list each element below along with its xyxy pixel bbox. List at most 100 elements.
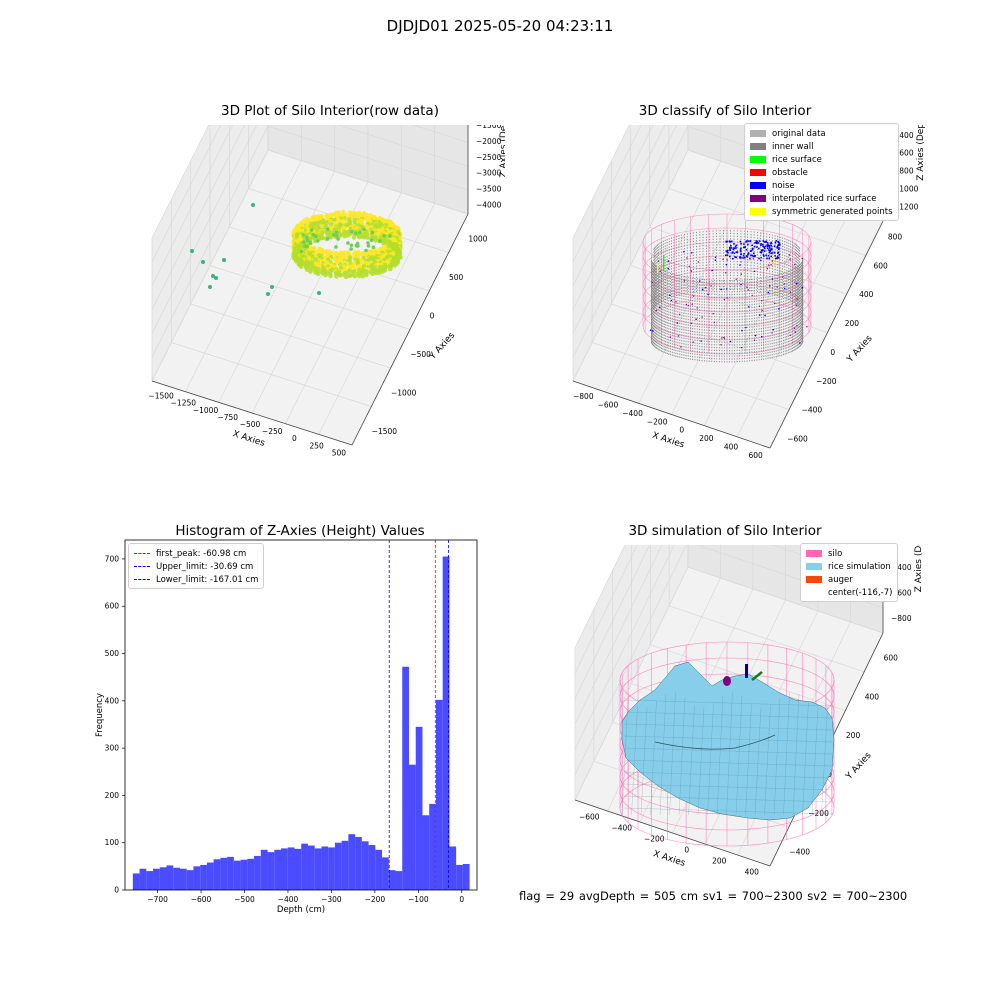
panel1-point [398, 255, 403, 260]
panel4-title: 3D simulation of Silo Interior [628, 523, 822, 539]
panel3-bar [422, 815, 430, 890]
panel1-point [336, 237, 340, 241]
panel4-legend-label: center(-116,-7) [828, 587, 893, 598]
panel2-ztick: −400 [893, 131, 914, 140]
panel3-bar [173, 867, 180, 890]
panel1-point [365, 235, 371, 240]
panel3-bar [247, 858, 255, 890]
panel1-outlier-point [190, 249, 194, 253]
panel1-point [313, 234, 318, 239]
panel3-frame [124, 539, 478, 891]
panel4-xtick: −200 [644, 835, 665, 844]
panel1-xtick: −1000 [193, 406, 219, 415]
panel3-xtick-label: −400 [278, 895, 299, 904]
panel1-raw-scatter-3d: −1500−1250−1000−750−500−2500250500−1500−… [148, 125, 505, 457]
panel2-rice-surface-mark [663, 255, 665, 271]
panel1-outlier-point [317, 291, 321, 295]
panel3-bar [146, 871, 154, 890]
panel1-point [396, 251, 401, 257]
panel3-legend-label: first_peak: -60.98 cm [156, 548, 247, 559]
panel2-marks [642, 213, 812, 364]
panel2-classify-3d: −800−600−400−2000200400600−600−400−20002… [572, 125, 925, 460]
panel1-point [325, 227, 330, 232]
panel4-direction-marker [751, 671, 763, 681]
panel3-legend-entry: Lower_limit: -167.01 cm [134, 573, 258, 586]
panel1-x-axis-line [151, 380, 353, 446]
panel1-point [337, 273, 343, 278]
panel4-surface-ridge [654, 734, 776, 750]
panel1-points [190, 203, 403, 296]
panel3-bar [395, 871, 403, 890]
panel2-legend-label: obstacle [772, 167, 808, 178]
panel2-ytick: 0 [830, 348, 835, 357]
panel1-zlabel: Z Axies (Depth) [499, 125, 505, 178]
panel3-xtick-label: −300 [321, 895, 342, 904]
panel1-outlier-point [201, 260, 205, 264]
panel1-point [325, 237, 330, 241]
panel1-point [332, 217, 337, 223]
panel1-point [349, 229, 354, 234]
panel1-point [323, 220, 328, 226]
panel1-point [364, 272, 369, 278]
panel1-point [371, 245, 376, 249]
panel2-ytick: 600 [873, 261, 888, 270]
panel1-point [319, 235, 325, 241]
panel4-marks [619, 641, 835, 847]
panel1-point [308, 241, 313, 246]
panel3-bar [274, 849, 282, 890]
panel1-xtick: −1500 [148, 392, 174, 401]
panel3-bar [159, 867, 167, 890]
panel1-point [313, 269, 318, 275]
panel4-legend: silo rice simulation auger center(-116,-7) [800, 543, 899, 602]
panel3-bar [321, 846, 329, 890]
panel2-title: 3D classify of Silo Interior [638, 103, 812, 119]
panel2-symmetric-mark [773, 256, 775, 268]
panel1-point [328, 273, 333, 279]
panel3-bar [166, 865, 174, 890]
panel1-ytick: −1500 [372, 427, 398, 436]
panel2-xtick: −400 [622, 409, 643, 418]
panel3-bar [186, 870, 194, 890]
panel1-grid [151, 125, 469, 446]
panel1-point [392, 263, 398, 268]
panel3-ytick-label: 100 [105, 838, 120, 847]
panel4-legend-entry: auger [806, 573, 892, 586]
panel3-bar [456, 864, 463, 890]
panel1-point [378, 239, 382, 243]
panel4-xtick: −400 [611, 824, 632, 833]
panel1-point [349, 247, 353, 251]
panel3-legend-entry: first_peak: -60.98 cm [134, 547, 258, 560]
panel4-legend-entry: center(-116,-7) [806, 586, 892, 599]
panel4-legend-swatch [806, 589, 822, 596]
panel3-bar [429, 803, 436, 890]
panel2-xtick: −600 [598, 401, 619, 410]
panel1-point [370, 271, 376, 277]
panel1-point [348, 273, 353, 278]
panel2-legend-swatch [750, 208, 766, 215]
panel3-bar [206, 862, 214, 890]
panel1-point [362, 227, 366, 232]
panel4-ztick: −800 [891, 614, 912, 623]
panel3-bar [328, 847, 335, 890]
panel1-ytick: 1000 [468, 234, 487, 243]
panel2-legend-entry: original data [750, 127, 893, 140]
panel2-legend-entry: noise [750, 179, 893, 192]
panel1-ztick: −4000 [476, 200, 502, 209]
panel2-legend-label: noise [772, 180, 795, 191]
panel1-point [306, 255, 312, 261]
panel3-bar [314, 848, 322, 890]
panel4-legend-swatch [806, 563, 822, 570]
panel3-bar [375, 849, 383, 890]
panel2-y-axis-line [769, 216, 886, 449]
panel1-point [352, 274, 358, 279]
panel4-ytick: −400 [789, 848, 810, 857]
panel1-point [332, 233, 336, 237]
panel1-point [328, 234, 334, 240]
panel1-point [347, 258, 353, 264]
panel1-point [361, 234, 367, 240]
panel3-bar [267, 852, 275, 890]
panel3-bar [449, 846, 457, 890]
panel1-ylabel: Y Axies [427, 330, 457, 362]
panel3-bar [334, 842, 342, 890]
panel2-noise-points [649, 240, 804, 344]
